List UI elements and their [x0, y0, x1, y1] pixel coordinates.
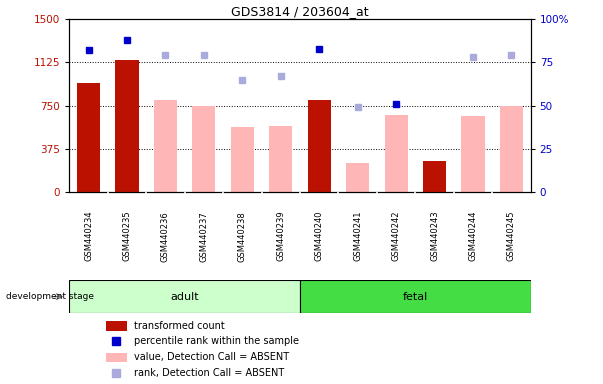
- Text: transformed count: transformed count: [134, 321, 225, 331]
- Text: development stage: development stage: [6, 292, 94, 301]
- Text: GSM440245: GSM440245: [507, 211, 516, 262]
- Bar: [69, 280, 300, 313]
- Text: GSM440241: GSM440241: [353, 211, 362, 262]
- Text: fetal: fetal: [403, 291, 428, 302]
- Text: rank, Detection Call = ABSENT: rank, Detection Call = ABSENT: [134, 367, 284, 377]
- Bar: [500, 106, 523, 192]
- Bar: [385, 115, 408, 192]
- Text: GSM440240: GSM440240: [315, 211, 324, 262]
- Bar: [77, 83, 100, 192]
- Text: GSM440239: GSM440239: [276, 211, 285, 262]
- Bar: [116, 60, 139, 192]
- Text: GSM440242: GSM440242: [391, 211, 400, 262]
- Title: GDS3814 / 203604_at: GDS3814 / 203604_at: [231, 5, 369, 18]
- Text: value, Detection Call = ABSENT: value, Detection Call = ABSENT: [134, 352, 289, 362]
- Bar: [106, 353, 127, 362]
- Bar: [192, 106, 215, 192]
- Bar: [308, 100, 330, 192]
- Text: GSM440235: GSM440235: [122, 211, 131, 262]
- Bar: [300, 280, 531, 313]
- Text: percentile rank within the sample: percentile rank within the sample: [134, 336, 299, 346]
- Bar: [423, 161, 446, 192]
- Bar: [106, 321, 127, 331]
- Text: GSM440243: GSM440243: [430, 211, 439, 262]
- Bar: [154, 100, 177, 192]
- Text: GSM440237: GSM440237: [200, 211, 209, 262]
- Bar: [346, 163, 369, 192]
- Text: GSM440244: GSM440244: [469, 211, 478, 262]
- Text: adult: adult: [171, 291, 199, 302]
- Bar: [461, 116, 485, 192]
- Bar: [231, 127, 254, 192]
- Text: GSM440238: GSM440238: [238, 211, 247, 262]
- Text: GSM440236: GSM440236: [161, 211, 170, 262]
- Text: GSM440234: GSM440234: [84, 211, 93, 262]
- Bar: [269, 126, 292, 192]
